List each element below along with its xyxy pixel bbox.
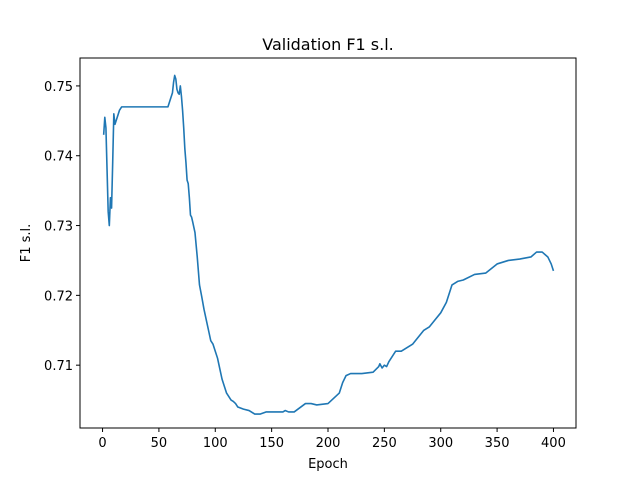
x-tick-label: 150	[259, 436, 284, 451]
x-tick-label: 200	[316, 436, 341, 451]
y-tick-label: 0.75	[44, 80, 73, 95]
y-axis-label: F1 s.l.	[19, 224, 34, 263]
x-tick-label: 250	[372, 436, 397, 451]
series-line-0	[102, 74, 555, 415]
plot-background	[80, 58, 576, 428]
line-layer	[102, 74, 555, 415]
x-tick-label: 400	[541, 436, 566, 451]
y-tick-label: 0.73	[44, 220, 73, 235]
x-tick-label: 0	[98, 436, 106, 451]
x-axis-label: Epoch	[308, 457, 348, 472]
x-tick-label: 350	[485, 436, 510, 451]
y-tick-label: 0.74	[44, 150, 73, 165]
chart-title: Validation F1 s.l.	[262, 35, 394, 54]
x-axis: 0 50 100 150 200 250 300 350 400	[98, 428, 566, 451]
y-tick-label: 0.72	[44, 289, 73, 304]
y-axis: 0.71 0.72 0.73 0.74 0.75	[44, 80, 80, 374]
y-tick-label: 0.71	[44, 359, 73, 374]
x-tick-label: 50	[151, 436, 168, 451]
x-tick-label: 300	[428, 436, 453, 451]
x-tick-label: 100	[203, 436, 228, 451]
